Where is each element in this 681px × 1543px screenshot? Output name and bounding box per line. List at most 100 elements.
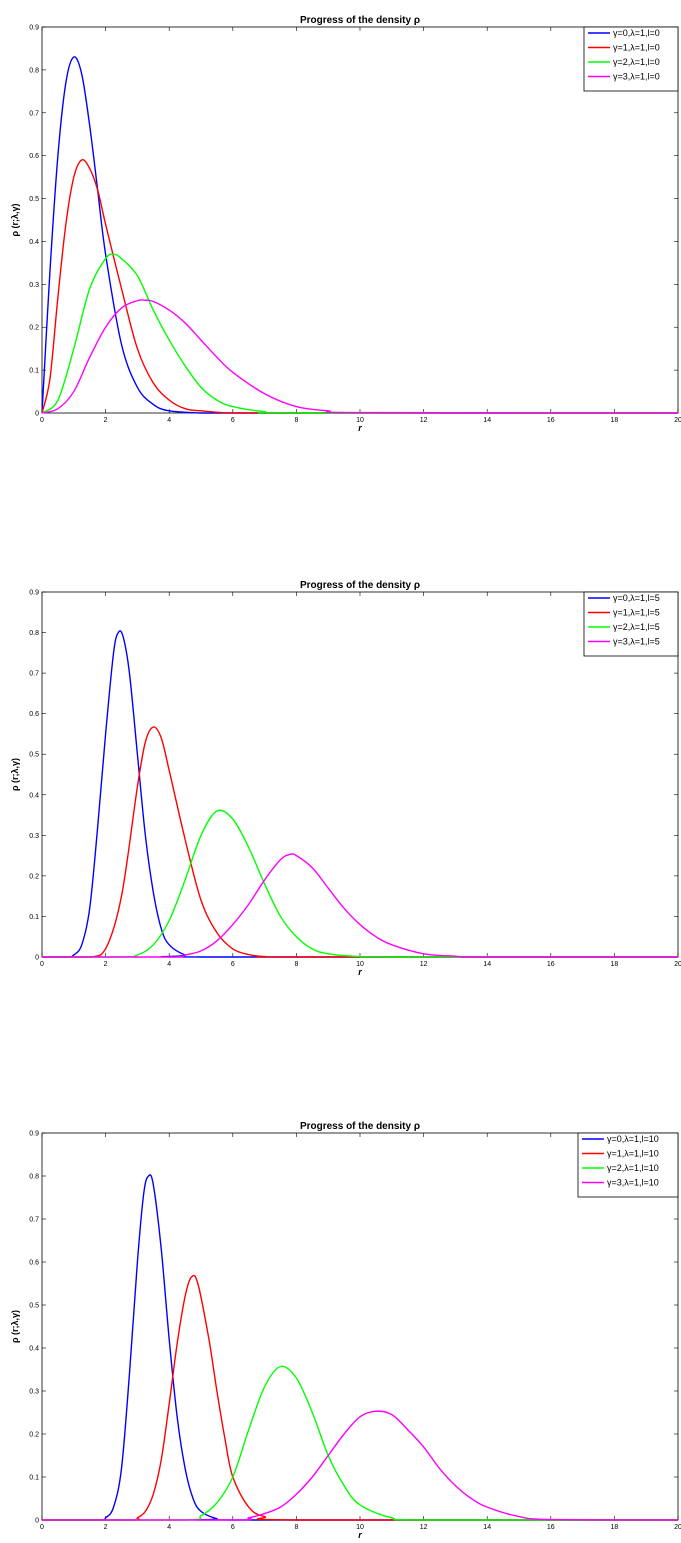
legend-box <box>577 1132 679 1198</box>
x-tick-label: 12 <box>420 961 428 968</box>
y-tick-label: 0.5 <box>29 752 39 759</box>
x-tick-label: 4 <box>167 417 171 424</box>
legend-label-2: γ=2,λ=1,l=5 <box>613 622 660 632</box>
x-tick-label: 10 <box>356 961 364 968</box>
y-tick-label: 0 <box>35 1518 39 1525</box>
y-tick-label: 0.3 <box>29 1389 39 1396</box>
series-line-1 <box>42 1274 678 1521</box>
y-tick-label: 0 <box>35 955 39 962</box>
x-tick-label: 2 <box>104 961 108 968</box>
series-line-2 <box>42 1365 678 1521</box>
x-tick-label: 18 <box>611 961 619 968</box>
x-tick-label: 18 <box>611 1524 619 1531</box>
x-tick-label: 20 <box>674 417 681 424</box>
x-tick-label: 4 <box>167 961 171 968</box>
x-tick-label: 20 <box>674 961 681 968</box>
y-tick-label: 0.1 <box>29 368 39 375</box>
chart-title: Progress of the density ρ <box>300 1121 420 1132</box>
y-tick-label: 0.2 <box>29 1432 39 1439</box>
legend-label-1: γ=1,λ=1,l=0 <box>613 43 660 53</box>
x-tick-label: 12 <box>420 1524 428 1531</box>
density-chart-l0: Progress of the density ρ 0 2 4 6 8 10 12 14 16 18… <box>10 15 681 433</box>
x-tick-label: 18 <box>611 417 619 424</box>
x-tick-label: 16 <box>547 417 555 424</box>
chart-title: Progress of the density ρ <box>300 580 420 591</box>
series-line-3 <box>42 853 678 958</box>
legend-label-0: γ=0,λ=1,l=5 <box>613 593 660 603</box>
y-tick-label: 0.4 <box>29 239 39 246</box>
density-chart-l5: Progress of the density ρ 0 2 4 6 8 10 12 14 16 18… <box>10 580 681 977</box>
y-tick-label: 0.9 <box>29 25 39 32</box>
x-tick-label: 8 <box>294 1524 298 1531</box>
x-tick-label: 4 <box>167 1524 171 1531</box>
series-line-0 <box>42 1174 678 1521</box>
x-tick-label: 10 <box>356 1524 364 1531</box>
x-axis-label: r <box>358 1530 362 1540</box>
y-tick-label: 0.3 <box>29 282 39 289</box>
series-line-1 <box>41 159 678 414</box>
plot-area-frame <box>41 26 679 414</box>
legend-label-1: γ=1,λ=1,l=10 <box>607 1149 659 1159</box>
x-tick-label: 14 <box>483 1524 491 1531</box>
y-tick-label: 0.8 <box>29 1174 39 1181</box>
y-tick-label: 0.2 <box>29 873 39 880</box>
legend-label-0: γ=0,λ=1,l=10 <box>607 1134 659 1144</box>
x-tick-label: 8 <box>294 417 298 424</box>
y-tick-label: 0.4 <box>29 1346 39 1353</box>
x-tick-label: 6 <box>231 417 235 424</box>
y-tick-label: 0.6 <box>29 1260 39 1267</box>
legend-box <box>583 591 679 657</box>
series-line-0 <box>42 630 678 958</box>
y-tick-label: 0.7 <box>29 671 39 678</box>
y-tick-label: 0.7 <box>29 1217 39 1224</box>
legend-label-0: γ=0,λ=1,l=0 <box>613 28 660 38</box>
density-chart-l10: Progress of the density ρ 0 2 4 6 8 10 12 14 16 18… <box>10 1121 681 1540</box>
x-tick-label: 16 <box>547 961 555 968</box>
x-axis-label: r <box>358 967 362 977</box>
x-tick-label: 20 <box>674 1524 681 1531</box>
y-tick-label: 0.4 <box>29 792 39 799</box>
y-tick-label: 0.1 <box>29 914 39 921</box>
y-axis-label: ρ (r;λ,γ) <box>10 203 20 236</box>
y-tick-label: 0.6 <box>29 711 39 718</box>
x-tick-label: 12 <box>420 417 428 424</box>
x-tick-label: 10 <box>356 417 364 424</box>
y-tick-label: 0.5 <box>29 196 39 203</box>
series-line-3 <box>42 1410 679 1521</box>
series-line-2 <box>41 253 678 414</box>
x-tick-label: 6 <box>231 1524 235 1531</box>
y-tick-label: 0.6 <box>29 153 39 160</box>
y-tick-label: 0.9 <box>29 590 39 597</box>
x-tick-label: 0 <box>40 961 44 968</box>
legend-label-3: γ=3,λ=1,l=10 <box>607 1178 659 1188</box>
series-line-1 <box>42 726 678 958</box>
legend-label-2: γ=2,λ=1,l=10 <box>607 1163 659 1173</box>
plot-area-frame <box>41 591 679 958</box>
y-tick-label: 0 <box>35 411 39 418</box>
y-tick-label: 0.7 <box>29 110 39 117</box>
y-tick-label: 0.9 <box>29 1131 39 1138</box>
x-tick-label: 8 <box>294 961 298 968</box>
chart-title: Progress of the density ρ <box>300 15 420 26</box>
x-tick-label: 2 <box>104 1524 108 1531</box>
series-line-0 <box>41 56 678 414</box>
y-axis-label: ρ (r;λ,γ) <box>10 1310 20 1343</box>
series-line-3 <box>41 299 679 414</box>
legend-label-2: γ=2,λ=1,l=0 <box>613 57 660 67</box>
x-tick-label: 14 <box>483 961 491 968</box>
x-tick-label: 14 <box>483 417 491 424</box>
y-tick-label: 0.5 <box>29 1303 39 1310</box>
x-tick-label: 6 <box>231 961 235 968</box>
legend-label-1: γ=1,λ=1,l=5 <box>613 608 660 618</box>
x-axis-label: r <box>358 423 362 433</box>
legend-label-3: γ=3,λ=1,l=5 <box>613 637 660 647</box>
x-tick-label: 0 <box>40 1524 44 1531</box>
x-tick-label: 2 <box>104 417 108 424</box>
y-tick-label: 0.8 <box>29 630 39 637</box>
x-tick-label: 16 <box>547 1524 555 1531</box>
y-tick-label: 0.3 <box>29 833 39 840</box>
legend-box <box>583 26 679 92</box>
y-tick-label: 0.2 <box>29 325 39 332</box>
legend-label-3: γ=3,λ=1,l=0 <box>613 72 660 82</box>
y-axis-label: ρ (r;λ,γ) <box>10 758 20 791</box>
